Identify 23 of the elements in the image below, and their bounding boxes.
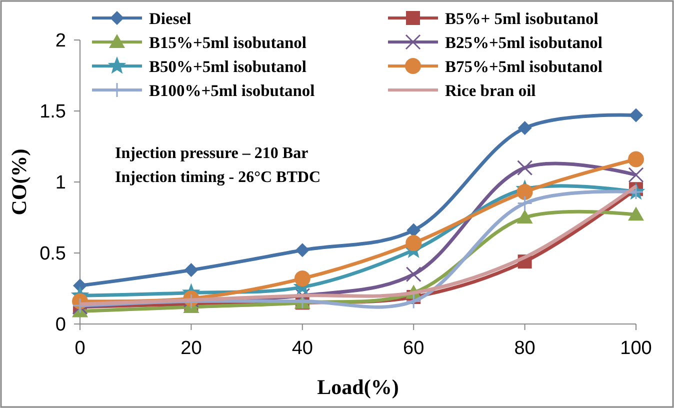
x-axis-title: Load(%) (317, 375, 399, 399)
y-axis-title: CO(%) (7, 148, 31, 216)
legend-label: B50%+5ml isobutanol (149, 56, 307, 76)
x-tick-label: 20 (180, 338, 202, 359)
legend-label: B5%+ 5ml isobutanol (445, 8, 599, 28)
y-tick-label: 1.5 (40, 102, 66, 123)
y-tick-label: 0.5 (40, 244, 66, 265)
legend-label: B25%+5ml isobutanol (445, 32, 603, 52)
legend-label: Diesel (149, 8, 192, 28)
legend-label: Rice bran oil (445, 80, 536, 100)
legend-label: B100%+5ml isobutanol (149, 80, 316, 100)
x-tick-label: 80 (514, 338, 536, 359)
y-tick-label: 1 (55, 172, 66, 194)
x-tick-label: 100 (620, 338, 652, 359)
x-tick-label: 60 (403, 338, 424, 359)
x-tick-label: 40 (292, 338, 313, 359)
y-tick-label: 2 (55, 30, 66, 52)
annotation: Injection timing - 26°C BTDC (115, 169, 321, 186)
x-tick-label: 0 (74, 338, 86, 359)
legend-label: B15%+5ml isobutanol (149, 32, 307, 52)
legend-label: B75%+5ml isobutanol (445, 56, 603, 76)
annotation: Injection pressure – 210 Bar (115, 145, 308, 162)
y-tick-label: 0 (55, 314, 66, 336)
